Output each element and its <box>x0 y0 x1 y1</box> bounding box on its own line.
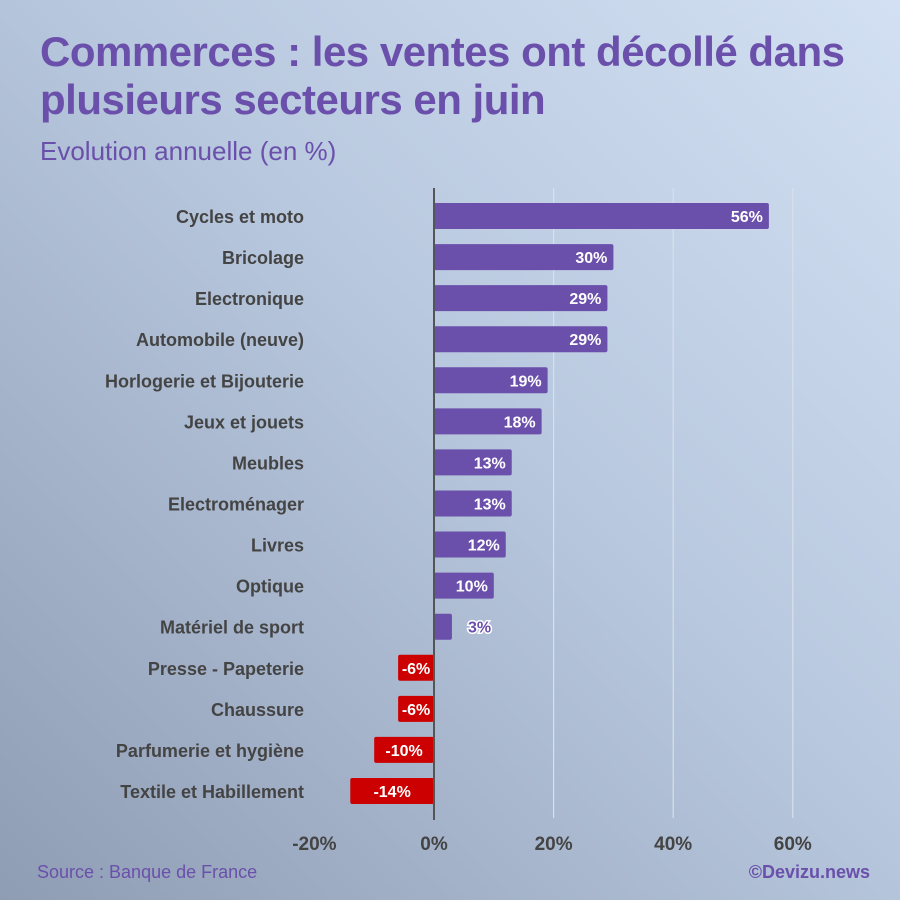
data-label: -14% <box>373 784 410 801</box>
bar <box>434 285 608 312</box>
data-label: 10% <box>456 579 488 596</box>
category-label: Electroménager <box>168 494 304 514</box>
category-label: Automobile (neuve) <box>136 330 304 350</box>
bar <box>434 449 512 476</box>
source-note: Source : Banque de France <box>37 862 258 882</box>
data-label: 56% <box>731 209 763 226</box>
bar <box>398 695 434 722</box>
bar <box>434 531 506 558</box>
data-label: 30% <box>575 250 607 267</box>
data-label: -10% <box>385 743 422 760</box>
data-label: 3% <box>468 620 491 637</box>
category-label: Textile et Habillement <box>120 782 304 802</box>
x-tick-label: 0% <box>420 834 448 855</box>
data-label: 29% <box>569 291 601 308</box>
data-label: -6% <box>402 661 430 678</box>
x-tick-label: 40% <box>654 834 692 855</box>
bar <box>434 367 548 394</box>
bar <box>434 326 608 353</box>
bar <box>434 408 542 435</box>
bar <box>350 777 434 804</box>
category-label: Parfumerie et hygiène <box>116 741 304 761</box>
data-label: 13% <box>474 455 506 472</box>
bar <box>434 572 494 599</box>
page-title: Commerces : les ventes ont décollé dans … <box>40 28 845 123</box>
category-label: Jeux et jouets <box>184 412 304 432</box>
x-tick-label: 60% <box>774 834 812 855</box>
bar <box>434 613 452 640</box>
bar <box>398 654 434 681</box>
credit: ©Devizu.news <box>748 862 870 882</box>
subtitle: Evolution annuelle (en %) <box>40 136 337 166</box>
category-label: Presse - Papeterie <box>148 659 304 679</box>
bar <box>434 244 614 271</box>
category-label: Electronique <box>195 289 304 309</box>
category-label: Chaussure <box>211 700 304 720</box>
bar <box>434 490 512 517</box>
category-label: Cycles et moto <box>176 207 304 227</box>
category-label: Meubles <box>232 453 304 473</box>
category-label: Horlogerie et Bijouterie <box>105 371 304 391</box>
bar <box>374 736 434 763</box>
data-label: 18% <box>504 414 536 431</box>
bar <box>434 203 769 229</box>
data-label: 29% <box>569 332 601 349</box>
category-label: Matériel de sport <box>160 618 304 638</box>
data-label: 13% <box>474 496 506 513</box>
category-label: Bricolage <box>222 248 304 268</box>
category-label: Optique <box>236 577 304 597</box>
category-label: Livres <box>251 536 304 556</box>
data-label: 19% <box>510 373 542 390</box>
x-tick-label: 20% <box>535 834 573 855</box>
x-tick-label: -20% <box>292 834 336 855</box>
data-label: 12% <box>468 538 500 555</box>
data-label: -6% <box>402 702 430 719</box>
